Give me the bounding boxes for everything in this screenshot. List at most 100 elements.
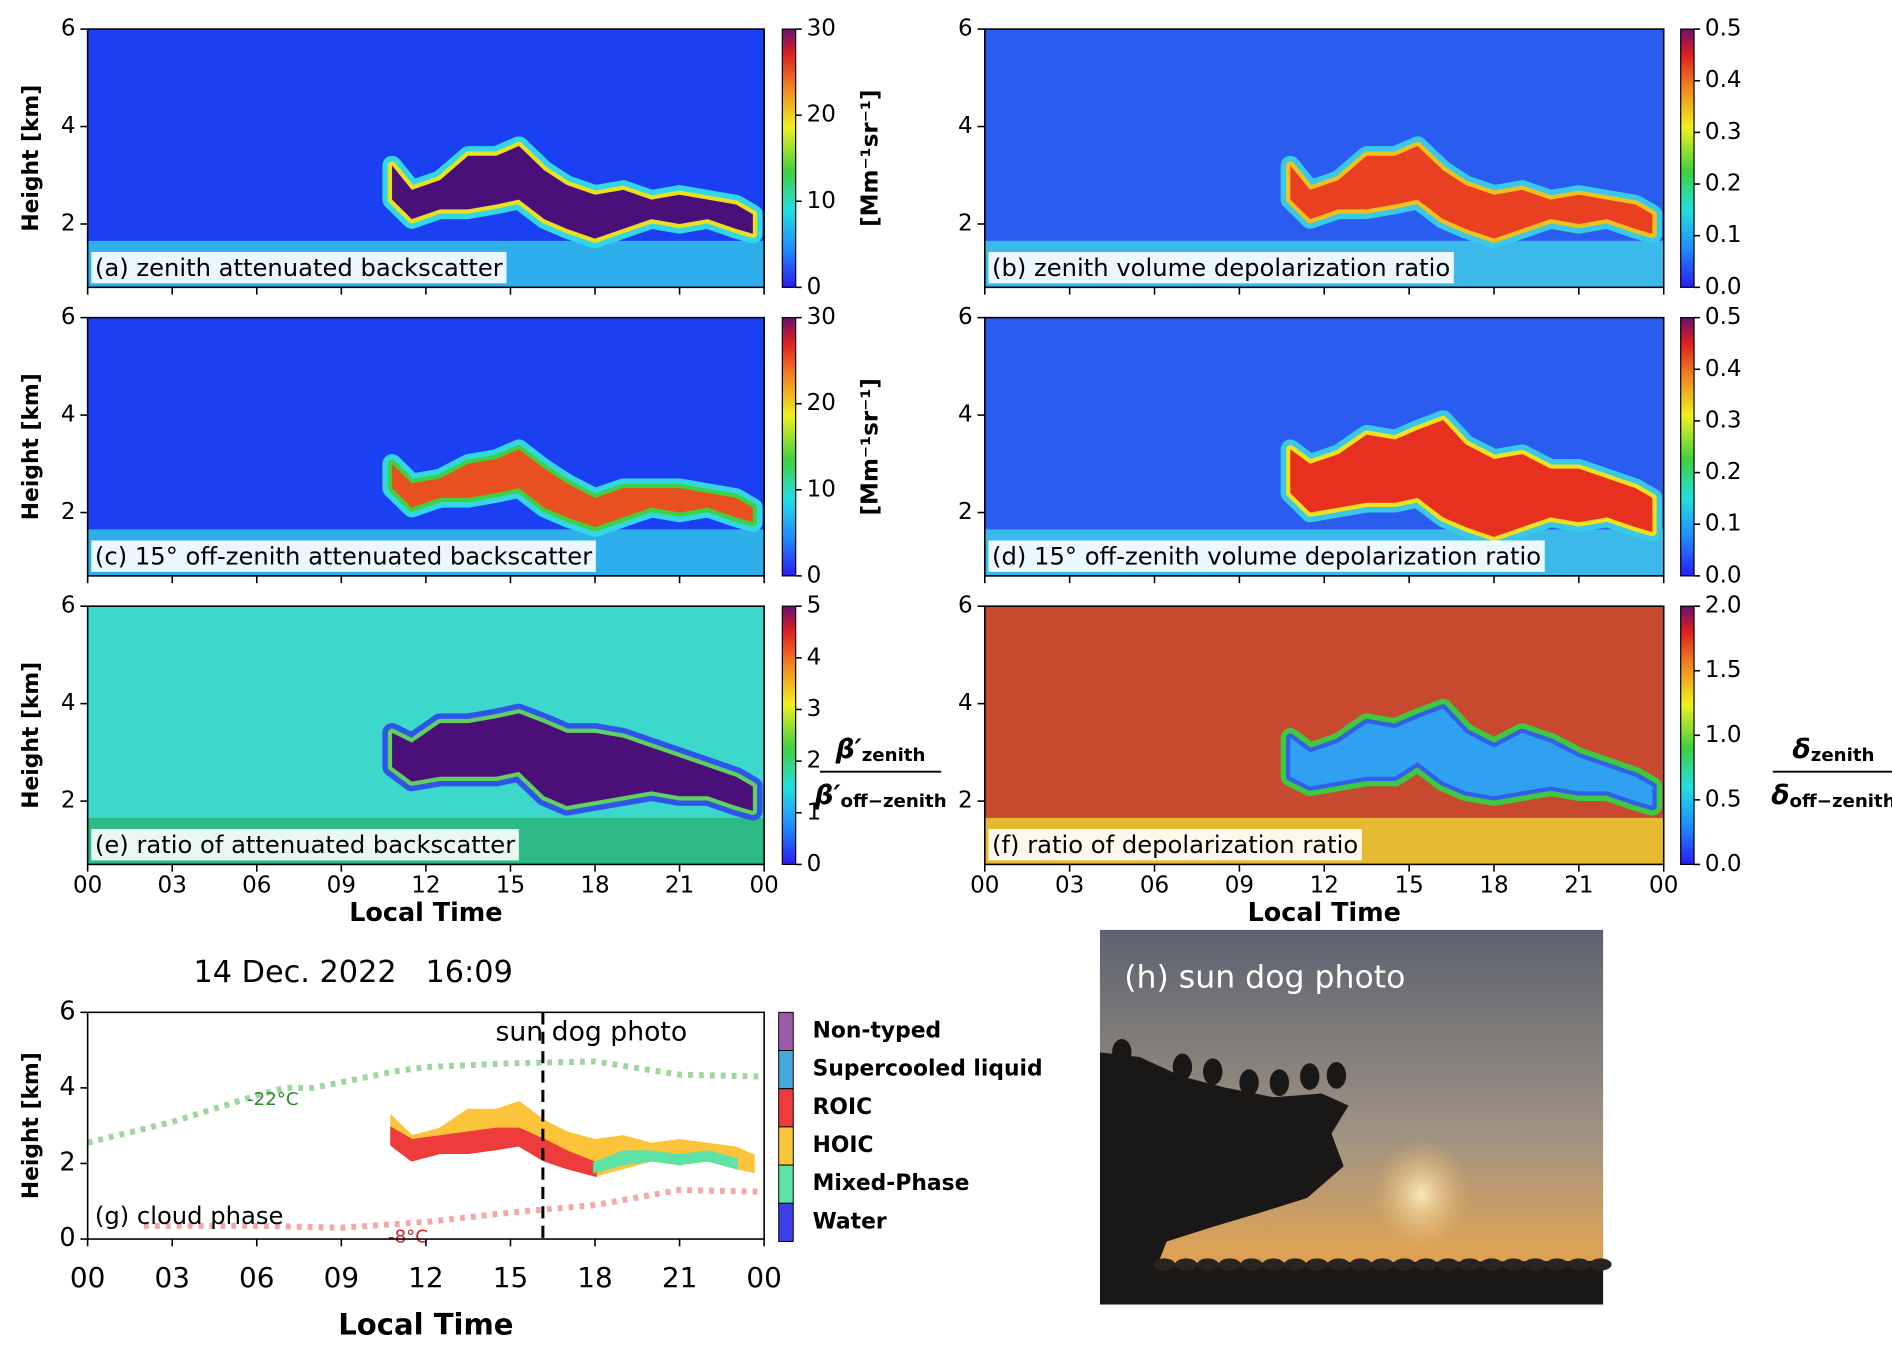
x-tick-label: 12 [411, 873, 440, 899]
roof-silhouette [1099, 1052, 1604, 1305]
roof-tile [1240, 1258, 1263, 1271]
roof-tile [1153, 1258, 1176, 1271]
y-tick-label: 4 [59, 1072, 75, 1102]
x-tick-label: 06 [1140, 873, 1169, 899]
label-background [988, 829, 1362, 861]
legend-label: Supercooled liquid [813, 1057, 1043, 1082]
colorbar [1680, 317, 1695, 577]
colorbar-tick-label: 0.0 [1705, 562, 1742, 588]
roof-tile [1458, 1258, 1481, 1271]
sun-dog [1372, 1139, 1470, 1249]
x-tick-label: 18 [1479, 873, 1508, 899]
colorbar-label-numerator: β′zenith [835, 733, 926, 766]
x-tick-label: 06 [242, 873, 271, 899]
colorbar-tick-label: 0.0 [1705, 274, 1742, 300]
panel-label: (b) zenith volume depolarization ratio [992, 253, 1450, 282]
x-tick-label: 18 [580, 873, 609, 899]
subscript: off−zenith [841, 791, 947, 812]
colorbar-tick-label: 10 [807, 188, 836, 214]
roof-figurine [1239, 1069, 1259, 1096]
marker-label: sun dog photo [496, 1016, 688, 1047]
roof-tile [1415, 1258, 1438, 1271]
colorbar-tick-label: 3 [807, 696, 822, 722]
y-tick-label: 4 [958, 690, 973, 716]
cloud-layer [392, 713, 753, 811]
x-tick-label: 12 [1310, 873, 1339, 899]
x-tick-label: 03 [1055, 873, 1084, 899]
y-tick-label: 2 [61, 210, 76, 236]
x-tick-label: 00 [73, 873, 102, 899]
legend-swatch [778, 1202, 794, 1242]
roof-tile [1589, 1258, 1612, 1271]
colorbar [781, 28, 797, 288]
roof-figurine [1326, 1062, 1347, 1089]
colorbar-tick-label: 0 [807, 274, 822, 300]
roof-tile [1262, 1258, 1285, 1271]
legend-label: Mixed-Phase [813, 1171, 970, 1196]
y-axis-title: Height [km] [19, 1052, 44, 1199]
symbol: β′ [835, 733, 862, 764]
cloud-layer [392, 449, 753, 528]
colorbar [781, 317, 797, 577]
x-tick-label: 00 [749, 873, 778, 899]
x-tick-label: 06 [239, 1261, 274, 1294]
roof-tile [1306, 1258, 1328, 1271]
panel-label: (d) 15° off-zenith volume depolarization… [992, 542, 1541, 571]
panel-label: (a) zenith attenuated backscatter [95, 253, 503, 282]
y-tick-label: 6 [61, 16, 76, 42]
colorbar-tick-label: 0.2 [1705, 459, 1742, 485]
subscript: off−zenith [1790, 791, 1892, 812]
colorbar-label-numerator: δzenith [1792, 733, 1874, 766]
roof-figurine [1172, 1053, 1193, 1081]
subscript: zenith [862, 745, 926, 766]
x-tick-label: 00 [1649, 873, 1678, 899]
colorbar-label-denominator: β′off−zenith [813, 779, 946, 812]
y-tick-label: 2 [61, 788, 76, 814]
colorbar-tick-label: 30 [807, 16, 836, 42]
panel-label: (h) sun dog photo [1124, 959, 1405, 995]
legend-swatch [778, 1011, 794, 1051]
x-axis-title: Local Time [338, 1307, 513, 1341]
y-tick-label: 2 [958, 499, 973, 525]
y-tick-label: 2 [958, 788, 973, 814]
y-tick-label: 6 [958, 304, 973, 330]
roof-tile [1371, 1258, 1394, 1271]
colorbar-tick-label: 0.0 [1705, 851, 1742, 877]
isotherm-label: -22°C [247, 1089, 298, 1110]
panel-label: (f) ratio of depolarization ratio [992, 830, 1358, 859]
legend-label: HOIC [813, 1133, 874, 1158]
x-tick-label: 15 [493, 1261, 528, 1294]
roof-tile [1327, 1258, 1350, 1271]
x-tick-label: 03 [158, 873, 187, 899]
y-tick-label: 4 [61, 402, 76, 428]
x-tick-label: 21 [1564, 873, 1593, 899]
colorbar-tick-label: 0.5 [1705, 16, 1742, 42]
y-tick-label: 4 [61, 113, 76, 139]
colorbar [1680, 605, 1695, 866]
y-tick-label: 6 [61, 593, 76, 619]
y-axis-title: Height [km] [19, 662, 44, 809]
legend-swatch [778, 1126, 794, 1166]
legend-label: Water [813, 1209, 887, 1234]
colorbar-tick-label: 0 [807, 851, 822, 877]
roof-figurine [1300, 1063, 1320, 1090]
y-tick-label: 2 [61, 499, 76, 525]
roof-figurine [1203, 1058, 1223, 1086]
colorbar-tick-label: 20 [807, 102, 836, 128]
panel-label: (e) ratio of attenuated backscatter [95, 830, 515, 859]
y-tick-label: 4 [958, 113, 973, 139]
symbol: β′ [813, 779, 840, 810]
colorbar-tick-label: 0.5 [1705, 304, 1742, 330]
y-tick-label: 6 [958, 16, 973, 42]
colorbar-tick-label: 0.4 [1705, 67, 1742, 93]
colorbar-tick-label: 0.5 [1705, 786, 1742, 812]
isotherm-label: -8°C [388, 1226, 428, 1247]
x-tick-label: 12 [408, 1261, 443, 1294]
legend-label: Non-typed [813, 1018, 942, 1043]
cloud-layer [1290, 146, 1653, 239]
roof-tile [1567, 1258, 1590, 1271]
x-tick-label: 00 [746, 1261, 781, 1294]
roof-tile [1437, 1258, 1459, 1271]
colorbar-tick-label: 0.2 [1705, 171, 1742, 197]
